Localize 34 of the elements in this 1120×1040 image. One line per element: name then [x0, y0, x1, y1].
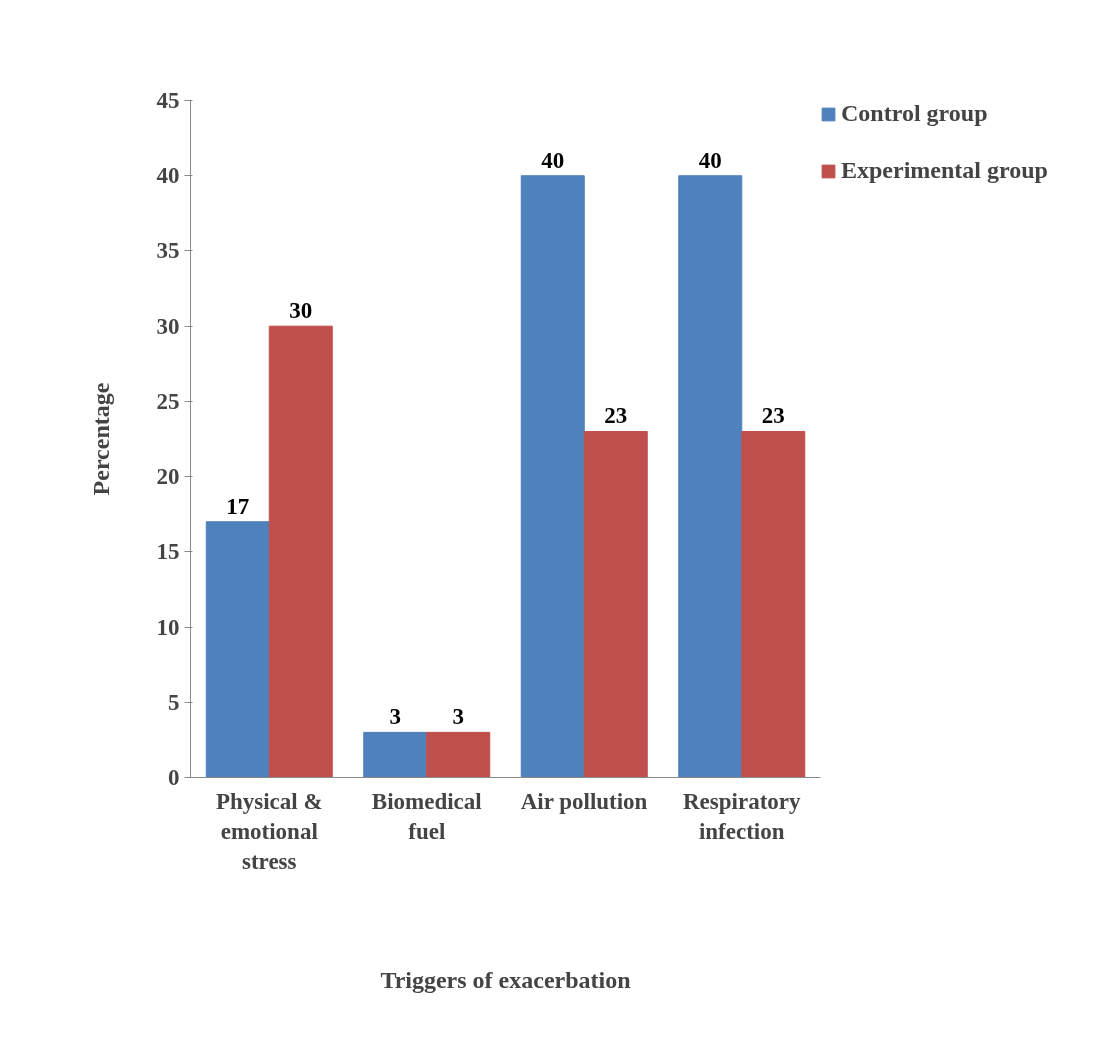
bar — [583, 430, 648, 778]
x-tick-label: Biomedical fuel — [371, 788, 482, 844]
y-tick-label: 25 — [156, 388, 180, 414]
y-tick-label: 45 — [156, 88, 180, 113]
x-tick-label: Air pollution — [520, 788, 648, 814]
bar — [363, 731, 428, 778]
y-tick-label: 10 — [156, 614, 180, 640]
data-label: 17 — [226, 493, 250, 519]
y-tick-label: 5 — [168, 689, 180, 715]
y-tick-label: 15 — [156, 539, 180, 565]
bar — [520, 175, 585, 778]
data-label: 3 — [389, 704, 401, 730]
bar — [678, 175, 743, 778]
y-tick-label: 35 — [156, 238, 180, 264]
y-tick-label: 20 — [156, 464, 180, 490]
x-axis-title: Triggers of exacerbation — [380, 966, 631, 993]
x-tick-label: Physical & emotional stress — [215, 788, 323, 874]
bar — [205, 521, 270, 778]
y-tick-label: 40 — [156, 163, 180, 189]
data-label: 23 — [604, 403, 628, 429]
y-axis-title: Percentage — [87, 382, 114, 496]
legend-label: Control group — [841, 100, 988, 127]
data-label: 3 — [452, 704, 464, 730]
data-label: 40 — [698, 147, 722, 173]
data-label: 30 — [289, 298, 313, 324]
data-label: 40 — [541, 147, 565, 173]
bar — [426, 731, 491, 778]
legend-label: Experimental group — [841, 157, 1048, 184]
bar — [268, 325, 333, 778]
bar — [741, 430, 806, 778]
y-tick-label: 0 — [168, 765, 180, 790]
x-tick-label: Respiratory infection — [682, 788, 802, 844]
y-tick-label: 30 — [156, 313, 180, 339]
data-label: 23 — [761, 403, 785, 429]
